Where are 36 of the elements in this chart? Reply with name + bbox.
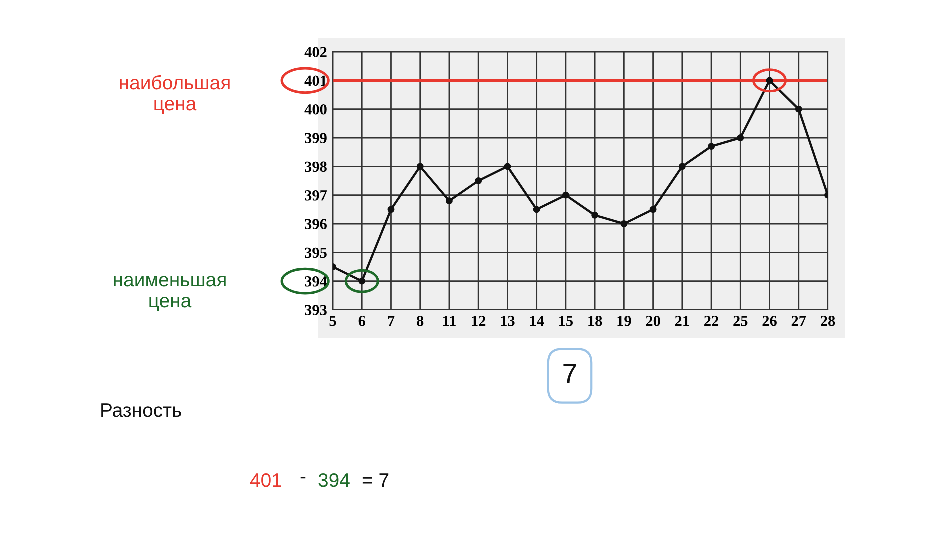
y-tick-label: 394 xyxy=(305,276,328,287)
x-tick-label: 6 xyxy=(358,316,366,326)
x-tick-label: 13 xyxy=(501,316,515,326)
x-tick-label: 15 xyxy=(560,316,574,326)
y-tick-label: 397 xyxy=(305,190,328,201)
x-tick-label: 7 xyxy=(388,316,395,326)
x-tick-label: 14 xyxy=(530,316,544,326)
text: 401 xyxy=(250,473,282,488)
x-tick-label: 25 xyxy=(734,316,748,326)
y-tick-label: 395 xyxy=(305,248,327,258)
y-tick-label: 402 xyxy=(304,47,327,58)
y-tick-label: 396 xyxy=(305,219,327,230)
y-tick-label: 400 xyxy=(304,104,327,115)
text: наибольшая цена xyxy=(120,75,230,114)
text: 394 xyxy=(318,473,350,488)
x-tick-label: 8 xyxy=(417,316,424,326)
x-tick-label: 5 xyxy=(330,316,336,326)
x-tick-label: 27 xyxy=(792,316,806,326)
x-tick-label: 11 xyxy=(443,316,456,326)
text: - xyxy=(300,477,306,479)
x-tick-label: 19 xyxy=(618,316,632,326)
text: наименьшая цена xyxy=(114,276,226,312)
x-tick-label: 12 xyxy=(472,316,486,326)
x-tick-label: 26 xyxy=(762,316,777,326)
x-tick-label: 18 xyxy=(588,316,602,326)
y-tick-label: 398 xyxy=(305,162,327,172)
x-tick-label: 20 xyxy=(646,316,660,326)
y-tick-label: 393 xyxy=(305,305,327,316)
x-tick-label: 28 xyxy=(821,316,836,326)
text: 7 xyxy=(564,364,576,384)
text: Разность xyxy=(102,404,182,418)
y-tick-label: 401 xyxy=(304,76,327,86)
text: = 7 xyxy=(362,474,389,488)
x-tick-label: 22 xyxy=(704,316,719,326)
y-tick-label: 399 xyxy=(305,133,327,144)
x-tick-label: 21 xyxy=(675,316,690,326)
